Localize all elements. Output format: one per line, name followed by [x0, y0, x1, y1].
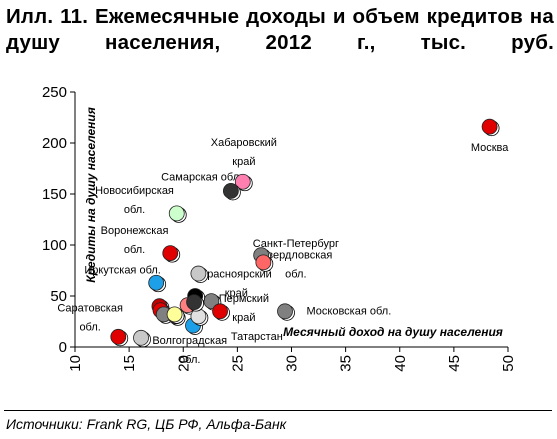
y-tick-label: 100: [42, 237, 67, 254]
point-label: Свердловская обл.: [259, 249, 332, 280]
point-label: Воронежская обл.: [101, 225, 169, 256]
point-label-line: край: [225, 288, 248, 300]
y-axis-title: Кредиты на душу населения: [84, 107, 98, 283]
data-point: [133, 329, 149, 346]
source-note: Источники: Frank RG, ЦБ РФ, Альфа-Банк: [6, 416, 287, 432]
x-tick-label: 15: [121, 355, 138, 372]
data-point: [222, 183, 239, 199]
point-label: Татарстан: [231, 331, 283, 343]
point-label-line: Иркутская обл.: [84, 265, 160, 277]
x-tick-label: 30: [284, 355, 301, 372]
source-divider: [4, 410, 552, 411]
scatter-chart: 0 50 100 150 200 250 10 15 20 25 30 35 40 45 50 Кредиты…: [42, 84, 517, 372]
point-label: Красноярский край: [201, 269, 272, 300]
point-label: Московская обл.: [306, 305, 391, 317]
x-tick-label: 10: [67, 355, 84, 372]
x-tick-label: 20: [175, 355, 192, 372]
x-axis-title: Месячный доход на душу населения: [283, 325, 503, 339]
point-label: Москва: [471, 142, 509, 154]
point-label-line: обл.: [79, 321, 100, 333]
data-point: [234, 173, 251, 190]
point-label-line: обл.: [124, 244, 145, 256]
point-label: Пермский край: [219, 293, 269, 324]
y-tick-label: 0: [59, 339, 67, 356]
point-label: Иркутская обл.: [84, 265, 160, 277]
point-label-line: Волгоградская: [152, 335, 227, 347]
chart-title: Илл. 11. Ежемесячные доходы и объем кред…: [6, 5, 554, 54]
x-tick-label: 35: [338, 355, 355, 372]
point-label-line: Хабаровский: [211, 137, 277, 149]
y-tick-label: 200: [42, 135, 67, 152]
point-label: Волгоградская обл.: [152, 335, 227, 366]
y-tick-label: 150: [42, 186, 67, 203]
point-label-line: Красноярский: [201, 269, 272, 281]
point-label-line: Новосибирская: [95, 185, 174, 197]
data-point: [255, 254, 272, 271]
point-label-line: Москва: [471, 142, 509, 154]
data-point: [190, 265, 207, 282]
point-label-line: обл.: [124, 204, 145, 216]
point-label-line: Саратовская: [57, 302, 123, 314]
data-point: [148, 274, 165, 291]
point-label: Хабаровский край: [211, 137, 277, 168]
point-label-line: обл.: [179, 354, 200, 366]
x-tick-label: 25: [229, 355, 246, 372]
point-label-line: Московская обл.: [306, 305, 391, 317]
point-label-line: Свердловская: [259, 249, 332, 261]
data-point: [162, 245, 179, 262]
point-label: Самарская обл.: [161, 172, 242, 184]
point-label-line: край: [232, 312, 255, 324]
point-label-line: Пермский: [219, 293, 269, 305]
data-point: [110, 328, 127, 345]
point-label-line: край: [232, 156, 255, 168]
point-label-line: Татарстан: [231, 331, 283, 343]
data-point: [166, 306, 183, 323]
point-label: Саратовская обл.: [57, 302, 123, 333]
point-label-line: Воронежская: [101, 225, 169, 237]
y-tick-label: 250: [42, 84, 67, 101]
x-tick-label: 40: [392, 355, 409, 372]
data-point: [186, 294, 202, 311]
point-label-line: Санкт-Петербург: [253, 238, 339, 250]
x-tick-label: 50: [500, 355, 517, 372]
point-label-line: Самарская обл.: [161, 172, 242, 184]
y-tick-label: 50: [50, 288, 67, 305]
data-point: [481, 118, 498, 135]
point-label-line: обл.: [285, 268, 306, 280]
data-point: [277, 303, 293, 320]
data-point: [168, 205, 185, 222]
x-tick-label: 45: [446, 355, 463, 372]
data-point: [212, 303, 228, 320]
point-label: Санкт-Петербург: [253, 238, 339, 250]
point-label: Новосибирская обл.: [95, 185, 174, 216]
